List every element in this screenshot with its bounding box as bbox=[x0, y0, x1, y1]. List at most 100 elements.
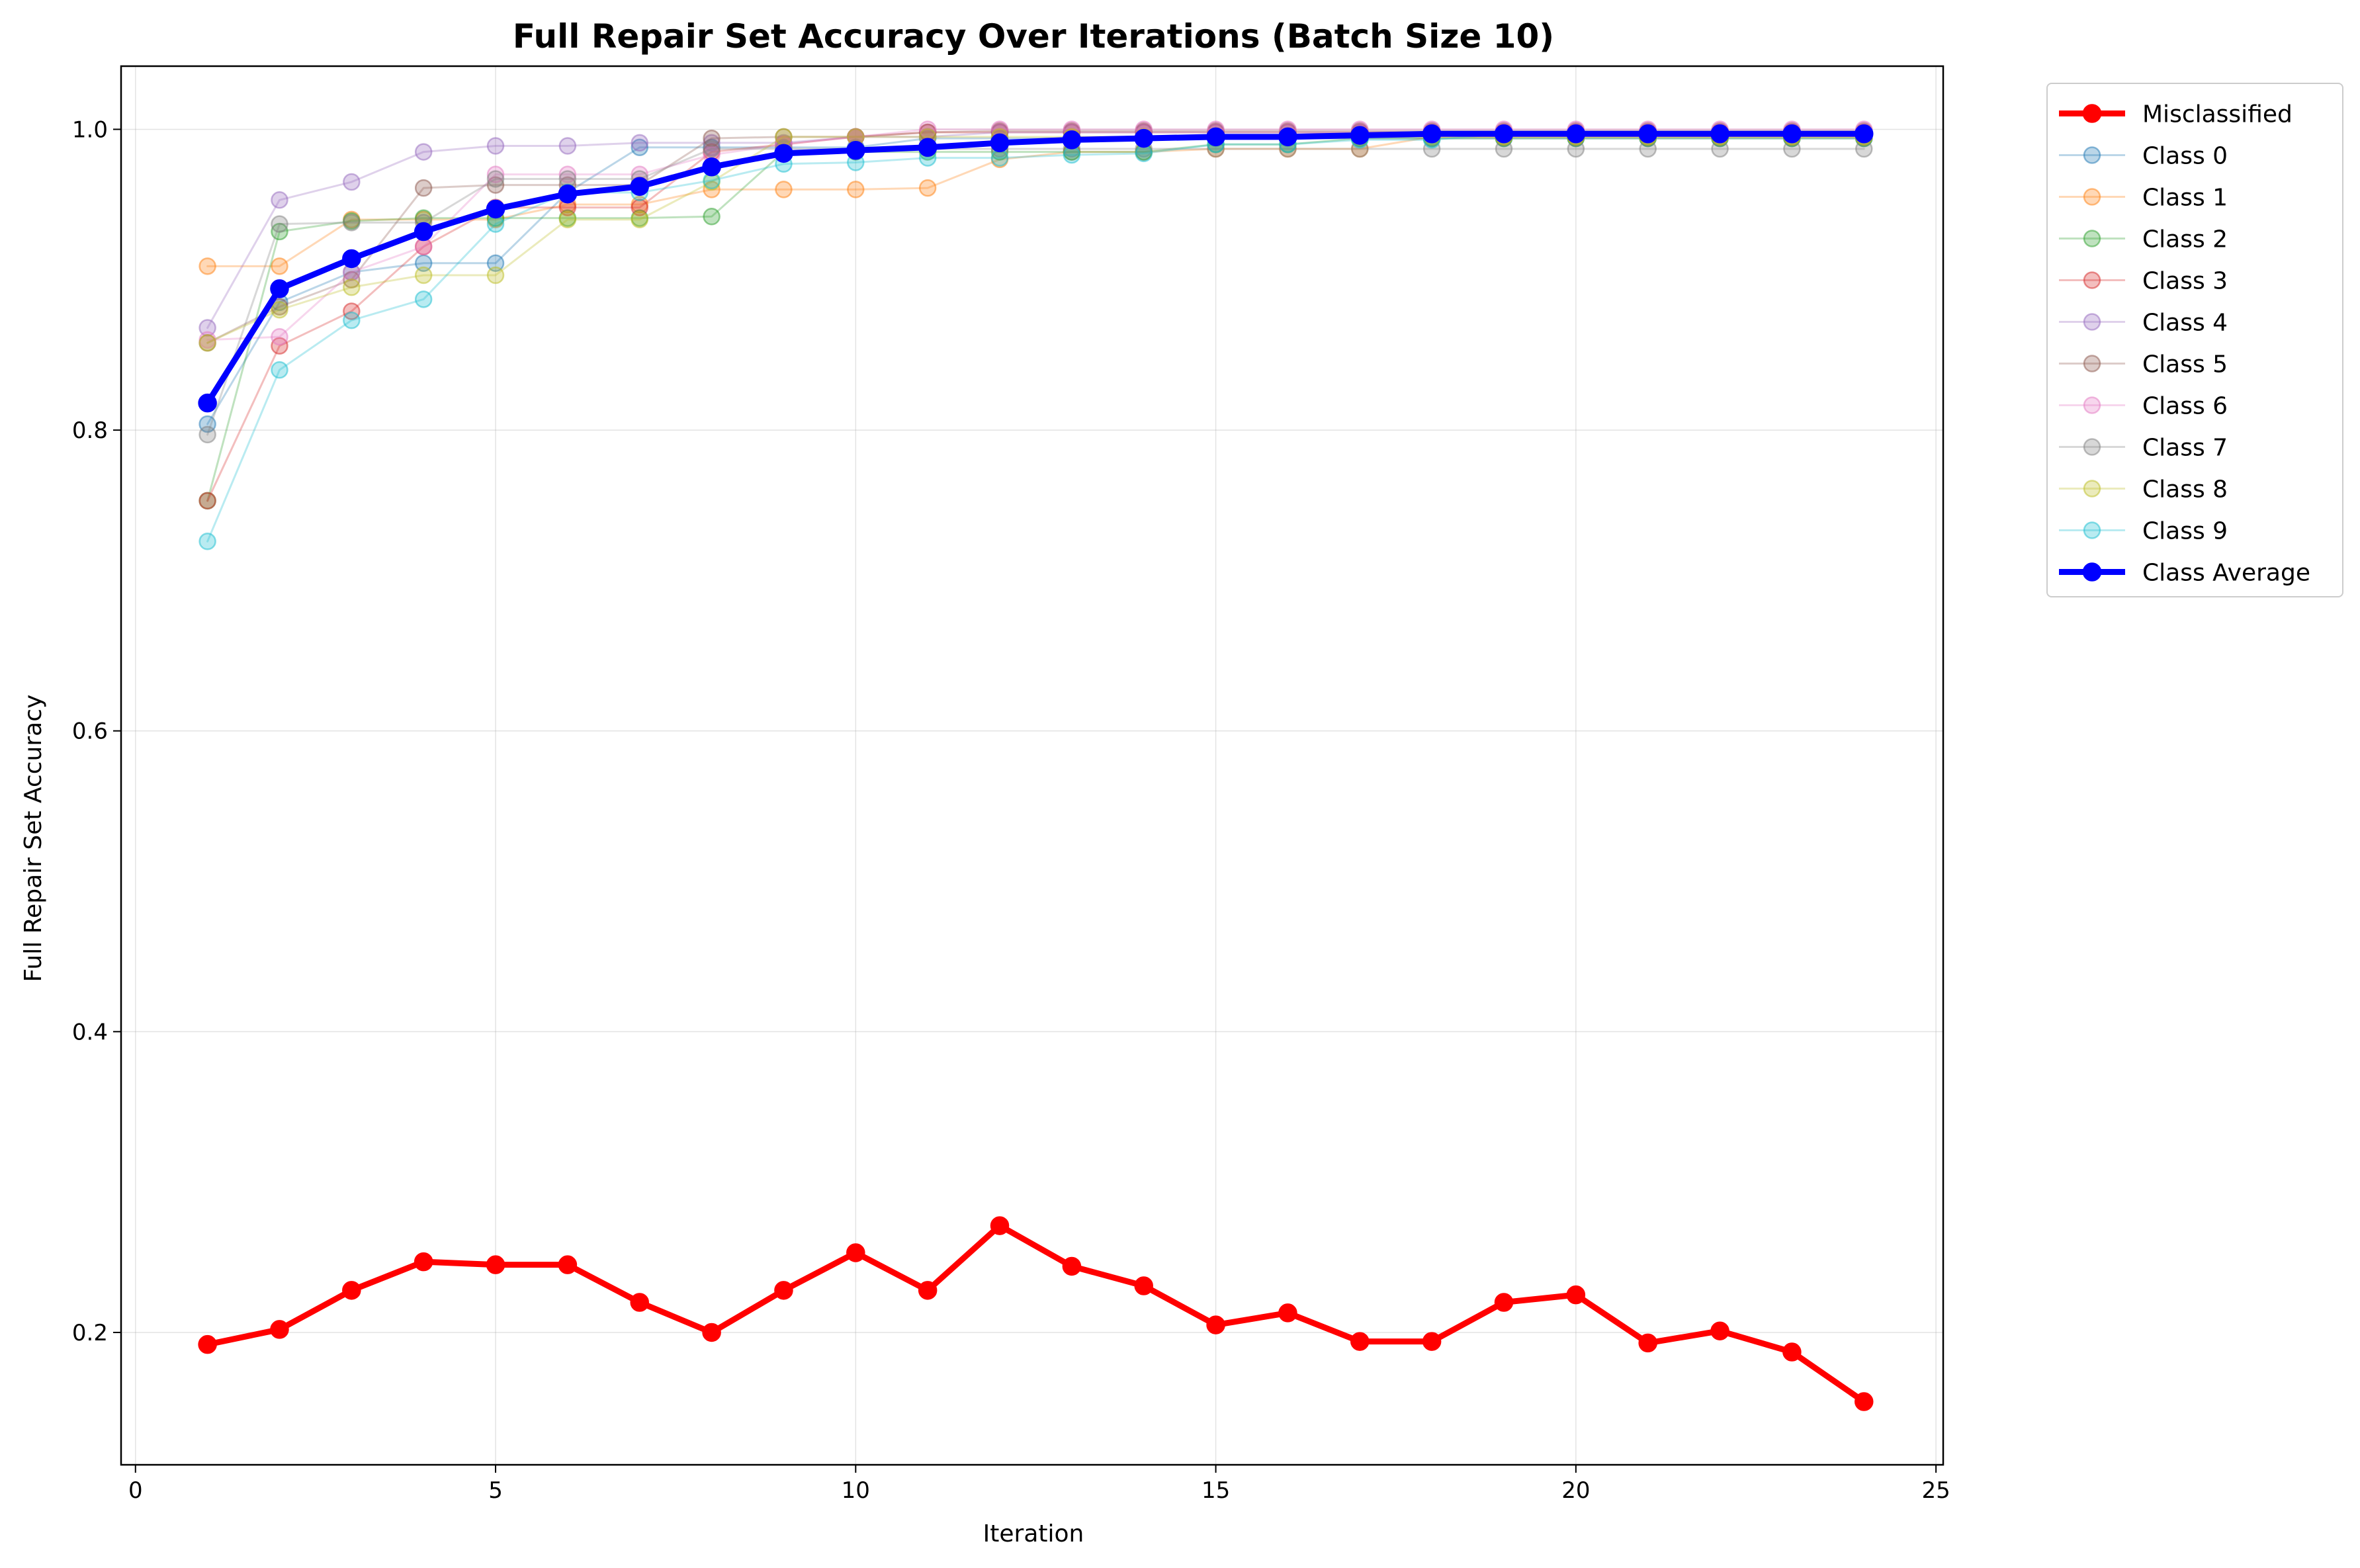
data-point-class-average bbox=[702, 157, 721, 177]
data-point-class-4 bbox=[631, 134, 648, 152]
data-point-class-4 bbox=[414, 143, 433, 161]
data-point-class-8 bbox=[558, 210, 577, 229]
data-point-class-average bbox=[630, 177, 649, 196]
data-point-class-average bbox=[774, 144, 793, 163]
data-point-class-6 bbox=[271, 327, 288, 346]
x-axis-label: Iteration bbox=[983, 1520, 1084, 1547]
data-point-class-9 bbox=[343, 311, 361, 329]
plot-frame bbox=[120, 65, 1945, 1466]
data-point-class-7 bbox=[271, 215, 288, 233]
legend-label: Class 4 bbox=[2142, 310, 2228, 337]
data-point-misclassified bbox=[1350, 1332, 1370, 1351]
data-point-class-4 bbox=[198, 319, 216, 337]
data-point-misclassified bbox=[1710, 1321, 1729, 1340]
series-line-class-6 bbox=[206, 128, 1865, 341]
data-point-class-1 bbox=[775, 181, 793, 198]
data-point-class-4 bbox=[558, 137, 577, 155]
series-line-misclassified bbox=[204, 1223, 1867, 1405]
legend-marker bbox=[2083, 355, 2101, 372]
legend-marker bbox=[2083, 230, 2101, 247]
data-point-class-average bbox=[1494, 124, 1514, 144]
data-point-class-average bbox=[1278, 127, 1297, 147]
data-point-class-8 bbox=[271, 300, 288, 319]
legend-marker bbox=[2083, 313, 2101, 331]
data-point-class-average bbox=[1710, 124, 1729, 144]
legend-entry-class-1: Class 1 bbox=[2059, 185, 2228, 212]
data-point-class-4 bbox=[486, 137, 505, 155]
data-point-misclassified bbox=[1062, 1256, 1082, 1276]
data-point-class-average bbox=[486, 199, 505, 219]
legend-label: Class 7 bbox=[2142, 435, 2228, 462]
series-line-class-0 bbox=[206, 137, 1865, 425]
data-point-class-average bbox=[1134, 128, 1153, 148]
series-line-class-5 bbox=[206, 130, 1865, 344]
data-point-class-1 bbox=[271, 257, 288, 275]
data-point-class-average bbox=[846, 141, 865, 160]
data-point-class-average bbox=[198, 393, 217, 413]
series-layer bbox=[198, 120, 1874, 1411]
legend: Misclassified Class 0 Class 1 Class 2 Class … bbox=[2046, 83, 2343, 597]
data-point-class-average bbox=[1422, 124, 1442, 144]
legend-label: Class 2 bbox=[2142, 226, 2228, 253]
data-point-class-7 bbox=[198, 425, 216, 444]
x-tick-label: 25 bbox=[1921, 1477, 1950, 1504]
y-tick-label: 0.6 bbox=[72, 719, 108, 745]
legend-label: Class Average bbox=[2142, 560, 2310, 587]
data-point-misclassified bbox=[1566, 1285, 1586, 1305]
data-point-class-1 bbox=[847, 181, 865, 198]
data-point-class-4 bbox=[343, 173, 361, 191]
legend-label: Class 6 bbox=[2142, 393, 2228, 420]
data-point-class-8 bbox=[486, 266, 505, 284]
data-point-class-average bbox=[1206, 127, 1225, 147]
data-point-class-4 bbox=[703, 134, 721, 152]
data-point-class-1 bbox=[198, 257, 216, 275]
legend-label: Class 8 bbox=[2142, 476, 2228, 503]
series-class-average bbox=[198, 124, 1874, 413]
legend-label: Class 3 bbox=[2142, 268, 2228, 295]
y-tick-label: 0.8 bbox=[72, 417, 108, 444]
data-point-misclassified bbox=[990, 1216, 1010, 1235]
data-point-class-6 bbox=[486, 165, 505, 183]
legend-marker bbox=[2083, 521, 2101, 539]
data-point-misclassified bbox=[702, 1323, 721, 1342]
data-point-misclassified bbox=[774, 1281, 793, 1300]
data-point-class-6 bbox=[414, 238, 433, 256]
legend-marker bbox=[2083, 438, 2101, 456]
legend-entry-class-3: Class 3 bbox=[2059, 268, 2228, 295]
y-axis-ticks: 0.2 0.4 0.6 0.8 1.0 bbox=[72, 116, 121, 1346]
data-point-class-average bbox=[342, 249, 361, 269]
legend-marker bbox=[2083, 480, 2101, 498]
data-point-misclassified bbox=[1855, 1392, 1874, 1411]
data-point-class-7 bbox=[486, 170, 505, 188]
legend-entry-class-6: Class 6 bbox=[2059, 393, 2228, 420]
data-point-class-3 bbox=[343, 302, 361, 320]
data-point-class-4 bbox=[271, 191, 288, 209]
x-tick-label: 10 bbox=[842, 1477, 870, 1504]
data-point-class-average bbox=[918, 138, 938, 157]
data-point-misclassified bbox=[558, 1255, 578, 1274]
data-point-misclassified bbox=[486, 1255, 505, 1274]
data-point-class-9 bbox=[198, 533, 216, 550]
legend-marker bbox=[2083, 146, 2101, 164]
data-point-class-average bbox=[1350, 126, 1370, 145]
legend-label: Class 1 bbox=[2142, 185, 2228, 212]
legend-marker bbox=[2083, 271, 2101, 289]
data-point-misclassified bbox=[630, 1293, 649, 1312]
legend-box bbox=[2046, 83, 2343, 597]
legend-marker bbox=[2082, 104, 2102, 123]
legend-marker bbox=[2083, 396, 2101, 414]
data-point-misclassified bbox=[414, 1252, 433, 1272]
chart-title: Full Repair Set Accuracy Over Iterations… bbox=[513, 17, 1554, 56]
y-axis-label: Full Repair Set Accuracy bbox=[20, 695, 47, 982]
legend-entry-class-average: Class Average bbox=[2059, 560, 2310, 587]
data-point-class-2 bbox=[703, 208, 721, 226]
data-point-misclassified bbox=[270, 1320, 289, 1339]
y-tick-label: 0.2 bbox=[72, 1320, 108, 1346]
data-point-class-1 bbox=[918, 179, 937, 197]
data-point-class-average bbox=[270, 279, 289, 298]
series-line-class-1 bbox=[206, 136, 1865, 267]
data-point-class-7 bbox=[703, 140, 721, 158]
y-tick-label: 1.0 bbox=[72, 116, 108, 143]
data-point-misclassified bbox=[918, 1281, 938, 1300]
